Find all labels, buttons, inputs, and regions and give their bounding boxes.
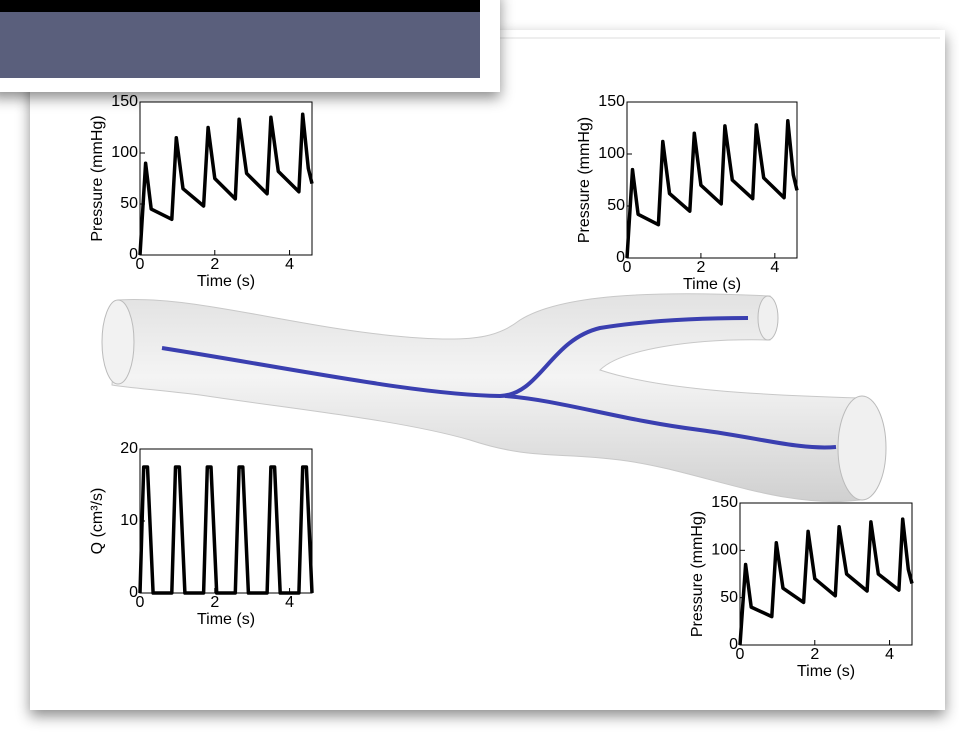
x-tick-label: 0 xyxy=(623,259,632,276)
x-tick-label: 2 xyxy=(696,259,705,276)
y-tick-label: 150 xyxy=(711,494,738,511)
y-axis-label: Pressure (mmHg) xyxy=(576,117,593,243)
vessel-outlet xyxy=(758,296,778,340)
plot-area xyxy=(627,102,797,258)
x-tick-label: 4 xyxy=(285,256,294,273)
vessel-outlet xyxy=(838,396,886,500)
y-tick-label: 100 xyxy=(111,144,138,161)
x-axis-label: Time (s) xyxy=(797,663,855,680)
y-tick-label: 50 xyxy=(120,195,138,212)
x-axis-label: Time (s) xyxy=(197,611,255,628)
y-tick-label: 150 xyxy=(598,93,625,110)
x-tick-label: 0 xyxy=(136,594,145,611)
window-bar xyxy=(0,0,480,12)
x-tick-label: 0 xyxy=(136,256,145,273)
x-tick-label: 4 xyxy=(885,646,894,663)
x-tick-label: 2 xyxy=(810,646,819,663)
vessel-inlet xyxy=(102,300,134,384)
window xyxy=(0,0,500,92)
x-tick-label: 4 xyxy=(770,259,779,276)
y-tick-label: 150 xyxy=(111,93,138,110)
x-tick-label: 2 xyxy=(210,256,219,273)
y-tick-label: 20 xyxy=(120,440,138,457)
page: {"chart_data": [ {"type": "line", "xlabe… xyxy=(0,0,959,741)
y-axis-label: Pressure (mmHg) xyxy=(689,511,706,637)
y-tick-label: 100 xyxy=(598,145,625,162)
y-tick-label: 50 xyxy=(720,589,738,606)
y-tick-label: 100 xyxy=(711,542,738,559)
x-tick-label: 0 xyxy=(736,646,745,663)
x-axis-label: Time (s) xyxy=(197,273,255,290)
plot-area xyxy=(740,503,912,645)
y-axis-label: Q (cm³/s) xyxy=(89,488,106,555)
figure: 050100150024Time (s)Pressure (mmHg)05010… xyxy=(0,0,959,741)
x-tick-label: 4 xyxy=(285,594,294,611)
x-tick-label: 2 xyxy=(210,594,219,611)
y-axis-label: Pressure (mmHg) xyxy=(89,115,106,241)
x-axis-label: Time (s) xyxy=(683,276,741,293)
y-tick-label: 10 xyxy=(120,512,138,529)
plot-area xyxy=(140,449,312,593)
y-tick-label: 50 xyxy=(607,197,625,214)
